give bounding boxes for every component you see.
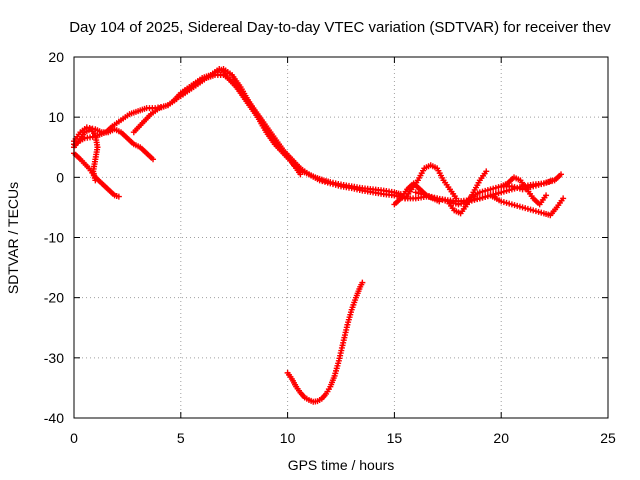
data-point xyxy=(359,279,366,286)
y-tick-label: 0 xyxy=(56,169,64,185)
series-track-o xyxy=(487,192,567,219)
data-point xyxy=(558,171,565,178)
data-point xyxy=(92,177,99,184)
series-track-p xyxy=(498,174,550,208)
plot-frame xyxy=(73,56,609,419)
series-track-l xyxy=(402,162,460,202)
y-axis-label: SDTVAR / TECUs xyxy=(5,182,21,294)
x-axis-label: GPS time / hours xyxy=(288,457,395,473)
x-tick-label: 20 xyxy=(493,430,509,446)
x-tick-label: 25 xyxy=(600,430,616,446)
x-tick-label: 10 xyxy=(280,430,296,446)
series-track-q xyxy=(412,189,505,208)
y-tick-label: 10 xyxy=(48,109,64,125)
y-tick-label: -30 xyxy=(44,350,64,366)
data-point xyxy=(297,171,304,178)
y-tick-label: -10 xyxy=(44,230,64,246)
chart-title: Day 104 of 2025, Sidereal Day-to-day VTE… xyxy=(69,19,611,36)
series-track-h xyxy=(177,66,304,178)
series-track-n xyxy=(466,177,556,202)
data-series xyxy=(71,66,567,405)
series-track-i xyxy=(284,279,366,405)
grid-lines xyxy=(74,57,608,418)
series-track-e xyxy=(130,102,171,136)
x-tick-label: 5 xyxy=(177,430,185,446)
data-point xyxy=(115,193,122,200)
y-tick-label: 20 xyxy=(48,49,64,65)
data-point xyxy=(483,168,490,175)
x-tick-label: 0 xyxy=(70,430,78,446)
data-point xyxy=(150,156,157,163)
data-point xyxy=(543,192,550,199)
x-tick-label: 15 xyxy=(387,430,403,446)
y-tick-label: -40 xyxy=(44,410,64,426)
data-point xyxy=(453,195,460,202)
y-tick-label: -20 xyxy=(44,290,64,306)
data-point xyxy=(560,195,567,202)
data-point xyxy=(549,177,556,184)
data-point xyxy=(498,189,505,196)
tick-labels: 0 5 10 15 20 25 20 10 0 -10 -20 -30 -40 xyxy=(44,49,616,446)
